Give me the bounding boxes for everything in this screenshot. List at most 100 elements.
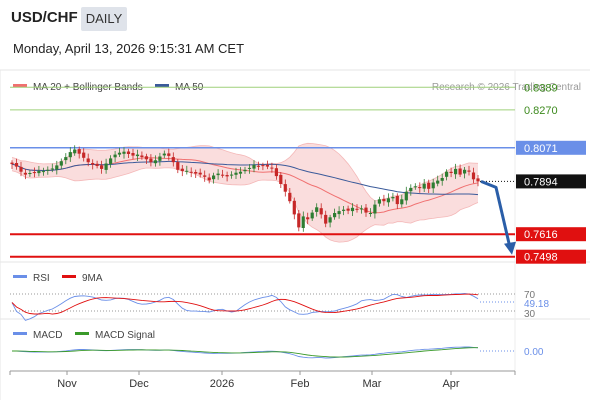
candle-body xyxy=(180,168,184,172)
candle-body xyxy=(342,209,346,211)
candle-body xyxy=(454,168,458,175)
candle-body xyxy=(28,173,32,174)
x-axis-label: Mar xyxy=(363,378,382,390)
candle-body xyxy=(391,197,395,199)
candle-body xyxy=(149,158,153,163)
candle-body xyxy=(413,186,417,188)
period-tab-daily[interactable]: DAILY xyxy=(81,7,127,31)
candle-body xyxy=(153,160,157,164)
candle-body xyxy=(382,199,386,202)
rsi-ma-legend-label: 9MA xyxy=(82,273,103,284)
candle-body xyxy=(55,165,59,170)
candle-body xyxy=(355,208,359,210)
candle-body xyxy=(82,152,86,158)
candle-body xyxy=(185,170,189,172)
candle-body xyxy=(234,172,238,175)
candle-body xyxy=(158,156,162,161)
candle-body xyxy=(46,169,50,171)
x-axis-label: Apr xyxy=(442,378,459,390)
rsi-ma-line xyxy=(11,293,479,315)
candle-body xyxy=(216,173,220,176)
candle-body xyxy=(247,167,252,169)
candle-body xyxy=(91,163,95,165)
candle-body xyxy=(283,184,287,192)
candle-body xyxy=(50,168,54,170)
x-axis-label: Dec xyxy=(129,378,149,390)
candle-body xyxy=(73,149,77,154)
candle-body xyxy=(422,183,426,189)
x-axis: Nov Dec 2026 Feb Mar Apr xyxy=(9,370,516,390)
candle-body xyxy=(117,152,122,155)
candle-body xyxy=(86,158,90,163)
candle-body xyxy=(10,162,14,165)
level-label-bg-support xyxy=(516,227,586,242)
candle-body xyxy=(265,164,269,167)
candle-body xyxy=(471,172,476,180)
candle-body xyxy=(122,151,126,154)
bollinger-lower-line xyxy=(11,167,479,243)
level-label-resistance: 0.8270 xyxy=(524,105,558,117)
level-label-bg-pivot xyxy=(516,140,586,155)
candle-body xyxy=(140,155,144,157)
candle-body xyxy=(37,170,41,174)
candle-body xyxy=(19,166,23,172)
candle-body xyxy=(41,171,45,173)
candle-body xyxy=(270,167,274,169)
candle-body xyxy=(350,207,355,212)
rsi-ma-legend-swatch xyxy=(62,275,76,278)
x-axis-label: Feb xyxy=(291,378,310,390)
candle-body xyxy=(167,153,171,156)
candle-body xyxy=(274,168,278,177)
x-axis-label: Nov xyxy=(57,378,77,390)
candle-body xyxy=(252,165,256,169)
rsi-70-label: 70 xyxy=(524,290,536,301)
candle-body xyxy=(395,195,399,205)
candle-body xyxy=(194,172,198,174)
candle-body xyxy=(386,198,390,203)
macd-signal-legend-label: MACD Signal xyxy=(95,330,155,341)
candle-body xyxy=(32,172,36,174)
candle-body xyxy=(377,199,381,204)
rsi-legend-label: RSI xyxy=(33,273,50,284)
candle-body xyxy=(126,151,131,154)
rsi-panel: RSI 9MA 70 30 49.18 xyxy=(10,273,549,321)
bollinger-band-layer xyxy=(11,142,479,243)
forecast-arrow-head xyxy=(504,241,516,255)
candle-body xyxy=(203,175,207,177)
candle-body xyxy=(324,214,328,224)
rsi-value-label: 49.18 xyxy=(524,299,549,310)
candle-body xyxy=(279,174,283,184)
candle-body xyxy=(400,199,404,205)
level-label-resistance: 0.8389 xyxy=(524,82,558,94)
candle-body xyxy=(243,169,247,172)
candle-body xyxy=(176,162,180,170)
symbol-title: USD/CHF xyxy=(11,9,78,26)
candle-body xyxy=(328,217,332,223)
macd-legend-label: MACD xyxy=(33,330,62,341)
timestamp: Monday, April 13, 2026 9:15:31 AM CET xyxy=(13,41,245,56)
level-label-bg-support xyxy=(516,249,586,264)
candle-body xyxy=(14,163,19,167)
macd-signal-line xyxy=(12,347,478,358)
candle-body xyxy=(162,153,166,156)
macd-lines xyxy=(11,346,479,359)
candle-body xyxy=(333,213,337,218)
candle-body xyxy=(409,187,413,192)
candle-body xyxy=(364,207,368,213)
candle-body xyxy=(418,187,422,189)
forecast-arrow-shaft xyxy=(480,180,512,249)
rsi-line xyxy=(11,292,479,321)
candle-body xyxy=(212,175,216,180)
candle-body xyxy=(198,172,202,175)
candle-body xyxy=(359,208,364,210)
candle-body xyxy=(144,156,148,160)
macd-value-label: 0.00 xyxy=(524,347,544,358)
forecast-arrow-layer xyxy=(480,180,516,255)
candle-body xyxy=(436,180,440,184)
macd-legend-swatch xyxy=(13,332,27,335)
candle-body xyxy=(368,213,373,214)
level-label-last: 0.7894 xyxy=(524,176,558,188)
candle-body xyxy=(431,182,435,189)
candle-body xyxy=(230,174,234,176)
